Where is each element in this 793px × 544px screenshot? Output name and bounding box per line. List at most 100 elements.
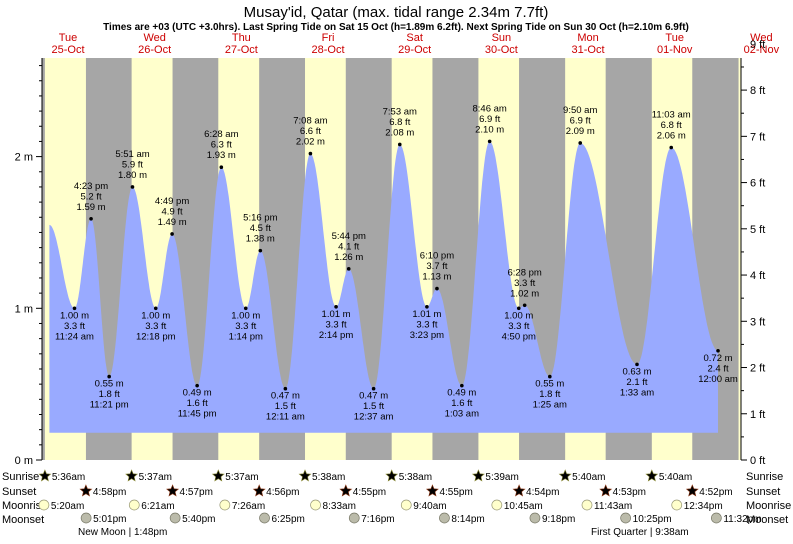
tide-label: 6.9 ft — [479, 114, 500, 125]
tide-label: 3:23 pm — [410, 330, 444, 341]
tide-label: 11:21 pm — [90, 400, 129, 411]
tide-label: 0.55 m — [95, 379, 124, 390]
tide-label: 1.80 m — [118, 170, 147, 181]
y-tick-label-right: 3 ft — [750, 316, 765, 328]
tide-label: 1.00 m — [60, 310, 89, 321]
tide-label: 6.6 ft — [300, 126, 321, 137]
y-tick-label-right: 4 ft — [750, 270, 765, 282]
moonrise-icon — [310, 499, 321, 511]
tide-label: 0.72 m — [704, 353, 733, 364]
moonrise-icon — [581, 499, 593, 511]
tide-label: 1.6 ft — [451, 398, 472, 409]
moonset-time: 11:32pm — [723, 514, 761, 525]
tide-label: 1.59 m — [77, 202, 106, 213]
y-tick-label-right: 0 ft — [750, 455, 765, 467]
tide-label: 1.13 m — [422, 272, 451, 283]
tide-point — [153, 306, 158, 311]
y-tick-label-left: 0 m — [15, 455, 33, 467]
sunset-time: 4:56pm — [266, 487, 299, 498]
tide-label: 6.9 ft — [570, 115, 591, 126]
moonrise-icon — [491, 499, 503, 511]
moonset-icon — [259, 512, 270, 524]
tide-label: 11:03 am — [652, 110, 691, 121]
moonset-time: 8:14pm — [451, 514, 484, 525]
tide-label: 5.2 ft — [80, 191, 101, 202]
tide-label: 0.47 m — [359, 391, 388, 402]
tide-point — [130, 185, 135, 189]
moonset-time: 5:40pm — [182, 514, 215, 525]
tide-label: 1.6 ft — [187, 398, 208, 409]
moonrise-icon — [128, 499, 140, 511]
tide-label: 4:23 pm — [74, 181, 108, 192]
tide-area — [49, 141, 718, 433]
sunrise-icon — [298, 469, 312, 482]
sunset-icon — [425, 484, 439, 497]
tide-label: 1.8 ft — [539, 389, 560, 400]
tide-label: 1.01 m — [322, 309, 351, 320]
tide-label: 3.3 ft — [64, 321, 85, 332]
axes: 0 m 1 m 2 m 0 ft 1 ft 2 ft 3 ft 4 ft 5 ft 6 ft 7 f… — [15, 39, 766, 467]
moonrise-icon — [671, 499, 683, 511]
tide-label: 0.49 m — [183, 388, 212, 399]
moon-phase-new: New Moon | 1:48pm — [78, 527, 167, 538]
sunset-icon — [166, 484, 180, 497]
day-label-dow: Tue — [665, 32, 684, 44]
tide-point — [170, 232, 174, 236]
tide-label: 6:28 pm — [508, 267, 542, 278]
tide-label: 6.8 ft — [661, 120, 682, 131]
tide-label: 1.5 ft — [363, 401, 384, 412]
tide-point — [258, 248, 263, 253]
sunrise-time: 5:38am — [399, 472, 432, 483]
moonrise-icon — [38, 499, 50, 511]
moonrise-time: 8:33am — [323, 501, 356, 512]
tide-point — [72, 306, 77, 311]
tide-label: 1.93 m — [207, 150, 236, 161]
sunset-icon — [512, 484, 526, 497]
y-tick-label-right: 1 ft — [750, 409, 765, 421]
sunset-time: 4:55pm — [439, 487, 472, 498]
tide-label: 3.7 ft — [426, 261, 447, 272]
moonrise-time: 11:43am — [594, 501, 632, 512]
day-label-date: 26-Oct — [138, 44, 171, 56]
moonset-time: 10:25pm — [633, 514, 672, 525]
moonrise-time: 9:40am — [413, 501, 446, 512]
tide-water-area — [49, 141, 718, 433]
tide-label: 7:53 am — [383, 106, 417, 117]
day-label-date: 02-Nov — [744, 44, 780, 56]
tide-label: 4.1 ft — [338, 241, 359, 252]
tide-label: 1.02 m — [510, 288, 539, 299]
moonset-time: 7:16pm — [361, 514, 394, 525]
tide-label: 0.63 m — [622, 366, 651, 377]
sunrise-icon — [558, 469, 572, 482]
tide-point — [397, 142, 402, 147]
sunrise-icon — [385, 469, 399, 482]
tide-label: 2.4 ft — [707, 363, 728, 374]
day-label-dow: Thu — [232, 32, 251, 44]
tide-label: 2:14 pm — [319, 330, 353, 341]
sunrise-time: 5:39am — [485, 472, 518, 483]
sunset-time: 4:58pm — [93, 487, 126, 498]
tide-label: 4.5 ft — [250, 223, 271, 234]
sunrise-time: 5:37am — [139, 472, 172, 483]
moonset-icon — [348, 512, 360, 524]
tide-label: 1.26 m — [334, 252, 363, 263]
tide-label: 6.3 ft — [211, 140, 232, 151]
sunrise-icon — [211, 469, 225, 482]
day-label-date: 31-Oct — [572, 44, 605, 56]
chart-title: Musay'id, Qatar (max. tidal range 2.34m … — [244, 4, 549, 21]
tide-label: 3.3 ft — [508, 321, 529, 332]
day-label-date: 30-Oct — [485, 44, 518, 56]
tide-point — [371, 386, 376, 391]
moonset-time: 9:18pm — [542, 514, 575, 525]
tide-label: 1.00 m — [504, 310, 533, 321]
row-label-right-moonrise: Moonrise — [746, 500, 791, 512]
tide-point — [522, 303, 527, 308]
tide-label: 11:24 am — [55, 331, 94, 342]
sun-moon-table: Sunrise Sunrise Sunset Sunset Moonrise Moonri… — [2, 469, 791, 538]
tide-label: 6:28 am — [204, 129, 238, 140]
tide-label: 1:03 am — [445, 409, 479, 420]
row-label-right-sunrise: Sunrise — [746, 471, 783, 483]
tide-point — [460, 383, 464, 388]
y-tick-label-right: 8 ft — [750, 85, 765, 97]
